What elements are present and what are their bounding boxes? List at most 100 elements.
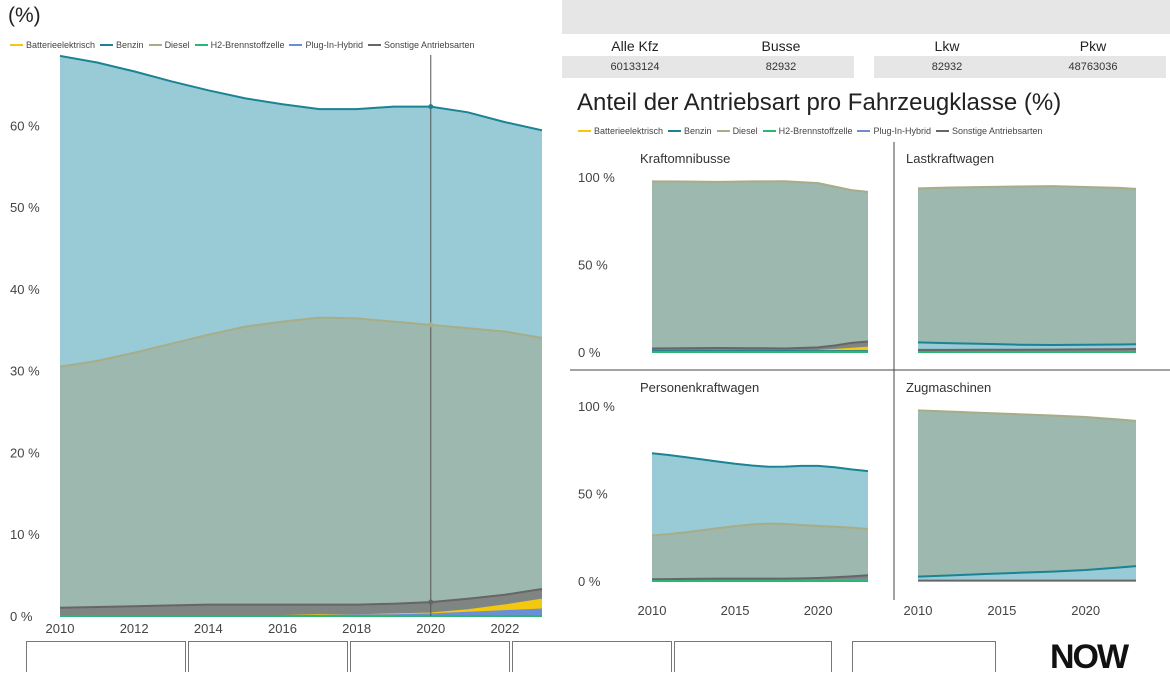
legend-swatch — [289, 44, 302, 46]
x-tick-label: 2015 — [987, 603, 1016, 618]
y-tick-label: 50 % — [578, 258, 608, 273]
kpi-value: 82932 — [708, 56, 854, 78]
filter-button-2[interactable] — [188, 641, 348, 672]
legend-swatch — [668, 130, 681, 132]
panel-title: Kraftomnibusse — [640, 151, 730, 166]
x-tick-label: 2014 — [194, 621, 223, 636]
legend-swatch — [368, 44, 381, 46]
filter-button-4[interactable] — [512, 641, 672, 672]
legend-swatch — [578, 130, 591, 132]
legend-item-batterieelektrisch[interactable]: Batterieelektrisch — [10, 40, 95, 50]
legend-item-sonstige-antriebsarten[interactable]: Sonstige Antriebsarten — [368, 40, 475, 50]
y-tick-label: 20 % — [10, 445, 40, 460]
kpi-label: Pkw — [1020, 36, 1166, 56]
kpi-value: 82932 — [874, 56, 1020, 78]
panel-title: Personenkraftwagen — [640, 380, 759, 395]
y-tick-label: 30 % — [10, 364, 40, 379]
legend-item-benzin[interactable]: Benzin — [668, 126, 712, 136]
legend-item-h2-brennstoffzelle[interactable]: H2-Brennstoffzelle — [763, 126, 853, 136]
x-tick-label: 2020 — [416, 621, 445, 636]
line-sonstige-antriebsarten[interactable] — [918, 349, 1136, 350]
y-tick-label: 0 % — [578, 345, 601, 360]
area-diesel — [918, 186, 1136, 352]
legend-swatch — [100, 44, 113, 46]
legend-label: Sonstige Antriebsarten — [952, 126, 1043, 136]
right-chart-title: Anteil der Antriebsart pro Fahrzeugklass… — [577, 89, 1061, 117]
legend-item-benzin[interactable]: Benzin — [100, 40, 144, 50]
panel-kraftomnibusse: Kraftomnibusse 0 % 50 % 100 % — [578, 151, 868, 360]
filter-button-3[interactable] — [350, 641, 510, 672]
unit-title: (%) — [8, 4, 41, 28]
crosshair-point-diesel — [428, 322, 433, 327]
area-diesel — [652, 181, 868, 352]
y-tick-label: 100 % — [578, 170, 615, 185]
crosshair-point-sonstige-antriebsarten — [428, 600, 433, 605]
kpi-value: 48763036 — [1020, 56, 1166, 78]
x-tick-label: 2016 — [268, 621, 297, 636]
kpi-label: Alle Kfz — [562, 36, 708, 56]
x-tick-label: 2010 — [904, 603, 933, 618]
y-tick-label: 40 % — [10, 282, 40, 297]
kpi-card-lkw: Lkw 82932 — [874, 0, 1020, 78]
legend-label: H2-Brennstoffzelle — [779, 126, 853, 136]
area-diesel — [60, 318, 542, 616]
x-tick-label: 2012 — [120, 621, 149, 636]
kpi-label: Lkw — [874, 36, 1020, 56]
legend-item-diesel[interactable]: Diesel — [149, 40, 190, 50]
panel-personenkraftwagen: Personenkraftwagen 0 % 50 % 100 % 2010 2015 20… — [578, 380, 868, 618]
kpi-card-busse: Busse 82932 — [708, 0, 854, 78]
kpi-label: Busse — [708, 36, 854, 56]
x-tick-label: 2010 — [638, 603, 667, 618]
legend-label: Diesel — [165, 40, 190, 50]
legend-swatch — [857, 130, 870, 132]
legend-item-sonstige-antriebsarten[interactable]: Sonstige Antriebsarten — [936, 126, 1043, 136]
y-tick-label: 60 % — [10, 118, 40, 133]
filter-button-5[interactable] — [674, 641, 832, 672]
legend-label: Diesel — [733, 126, 758, 136]
legend-item-batterieelektrisch[interactable]: Batterieelektrisch — [578, 126, 663, 136]
kpi-card-alle-kfz: Alle Kfz 60133124 — [562, 0, 708, 78]
y-tick-label: 0 % — [10, 609, 33, 624]
x-tick-label: 2010 — [46, 621, 75, 636]
y-tick-label: 100 % — [578, 399, 615, 414]
y-tick-label: 50 % — [10, 200, 40, 215]
legend-swatch — [10, 44, 23, 46]
y-tick-label: 10 % — [10, 527, 40, 542]
main-area-chart[interactable]: 0 % 10 % 20 % 30 % 40 % 50 % 60 % 2010 2012 2014 2… — [0, 55, 560, 640]
legend-label: Plug-In-Hybrid — [305, 40, 363, 50]
crosshair-point-benzin — [428, 104, 433, 109]
legend-item-h2-brennstoffzelle[interactable]: H2-Brennstoffzelle — [195, 40, 285, 50]
legend-left: Batterieelektrisch Benzin Diesel H2-Brennst… — [10, 40, 480, 50]
x-tick-label: 2020 — [804, 603, 833, 618]
panel-lastkraftwagen: Lastkraftwagen — [906, 151, 1136, 352]
panel-main: 0 % 10 % 20 % 30 % 40 % 50 % 60 % 2010 2012 2014 2… — [10, 55, 542, 636]
legend-item-diesel[interactable]: Diesel — [717, 126, 758, 136]
legend-label: H2-Brennstoffzelle — [211, 40, 285, 50]
legend-swatch — [936, 130, 949, 132]
y-tick-label: 0 % — [578, 574, 601, 589]
small-multiples-chart[interactable]: Kraftomnibusse 0 % 50 % 100 % Lastkraftwagen… — [570, 140, 1170, 625]
legend-right: Batterieelektrisch Benzin Diesel H2-Brennst… — [578, 126, 1048, 136]
filter-dropdown[interactable] — [852, 641, 996, 672]
legend-swatch — [195, 44, 208, 46]
legend-label: Benzin — [684, 126, 712, 136]
panel-title: Zugmaschinen — [906, 380, 991, 395]
legend-swatch — [763, 130, 776, 132]
legend-label: Benzin — [116, 40, 144, 50]
x-tick-label: 2015 — [721, 603, 750, 618]
y-tick-label: 50 % — [578, 487, 608, 502]
x-tick-label: 2018 — [342, 621, 371, 636]
legend-label: Batterieelektrisch — [594, 126, 663, 136]
x-tick-label: 2022 — [490, 621, 519, 636]
panel-title: Lastkraftwagen — [906, 151, 994, 166]
legend-item-plug-in-hybrid[interactable]: Plug-In-Hybrid — [289, 40, 363, 50]
legend-label: Sonstige Antriebsarten — [384, 40, 475, 50]
kpi-value: 60133124 — [562, 56, 708, 78]
area-diesel — [918, 410, 1136, 581]
filter-button-1[interactable] — [26, 641, 186, 672]
legend-item-plug-in-hybrid[interactable]: Plug-In-Hybrid — [857, 126, 931, 136]
legend-label: Batterieelektrisch — [26, 40, 95, 50]
legend-swatch — [717, 130, 730, 132]
legend-swatch — [149, 44, 162, 46]
